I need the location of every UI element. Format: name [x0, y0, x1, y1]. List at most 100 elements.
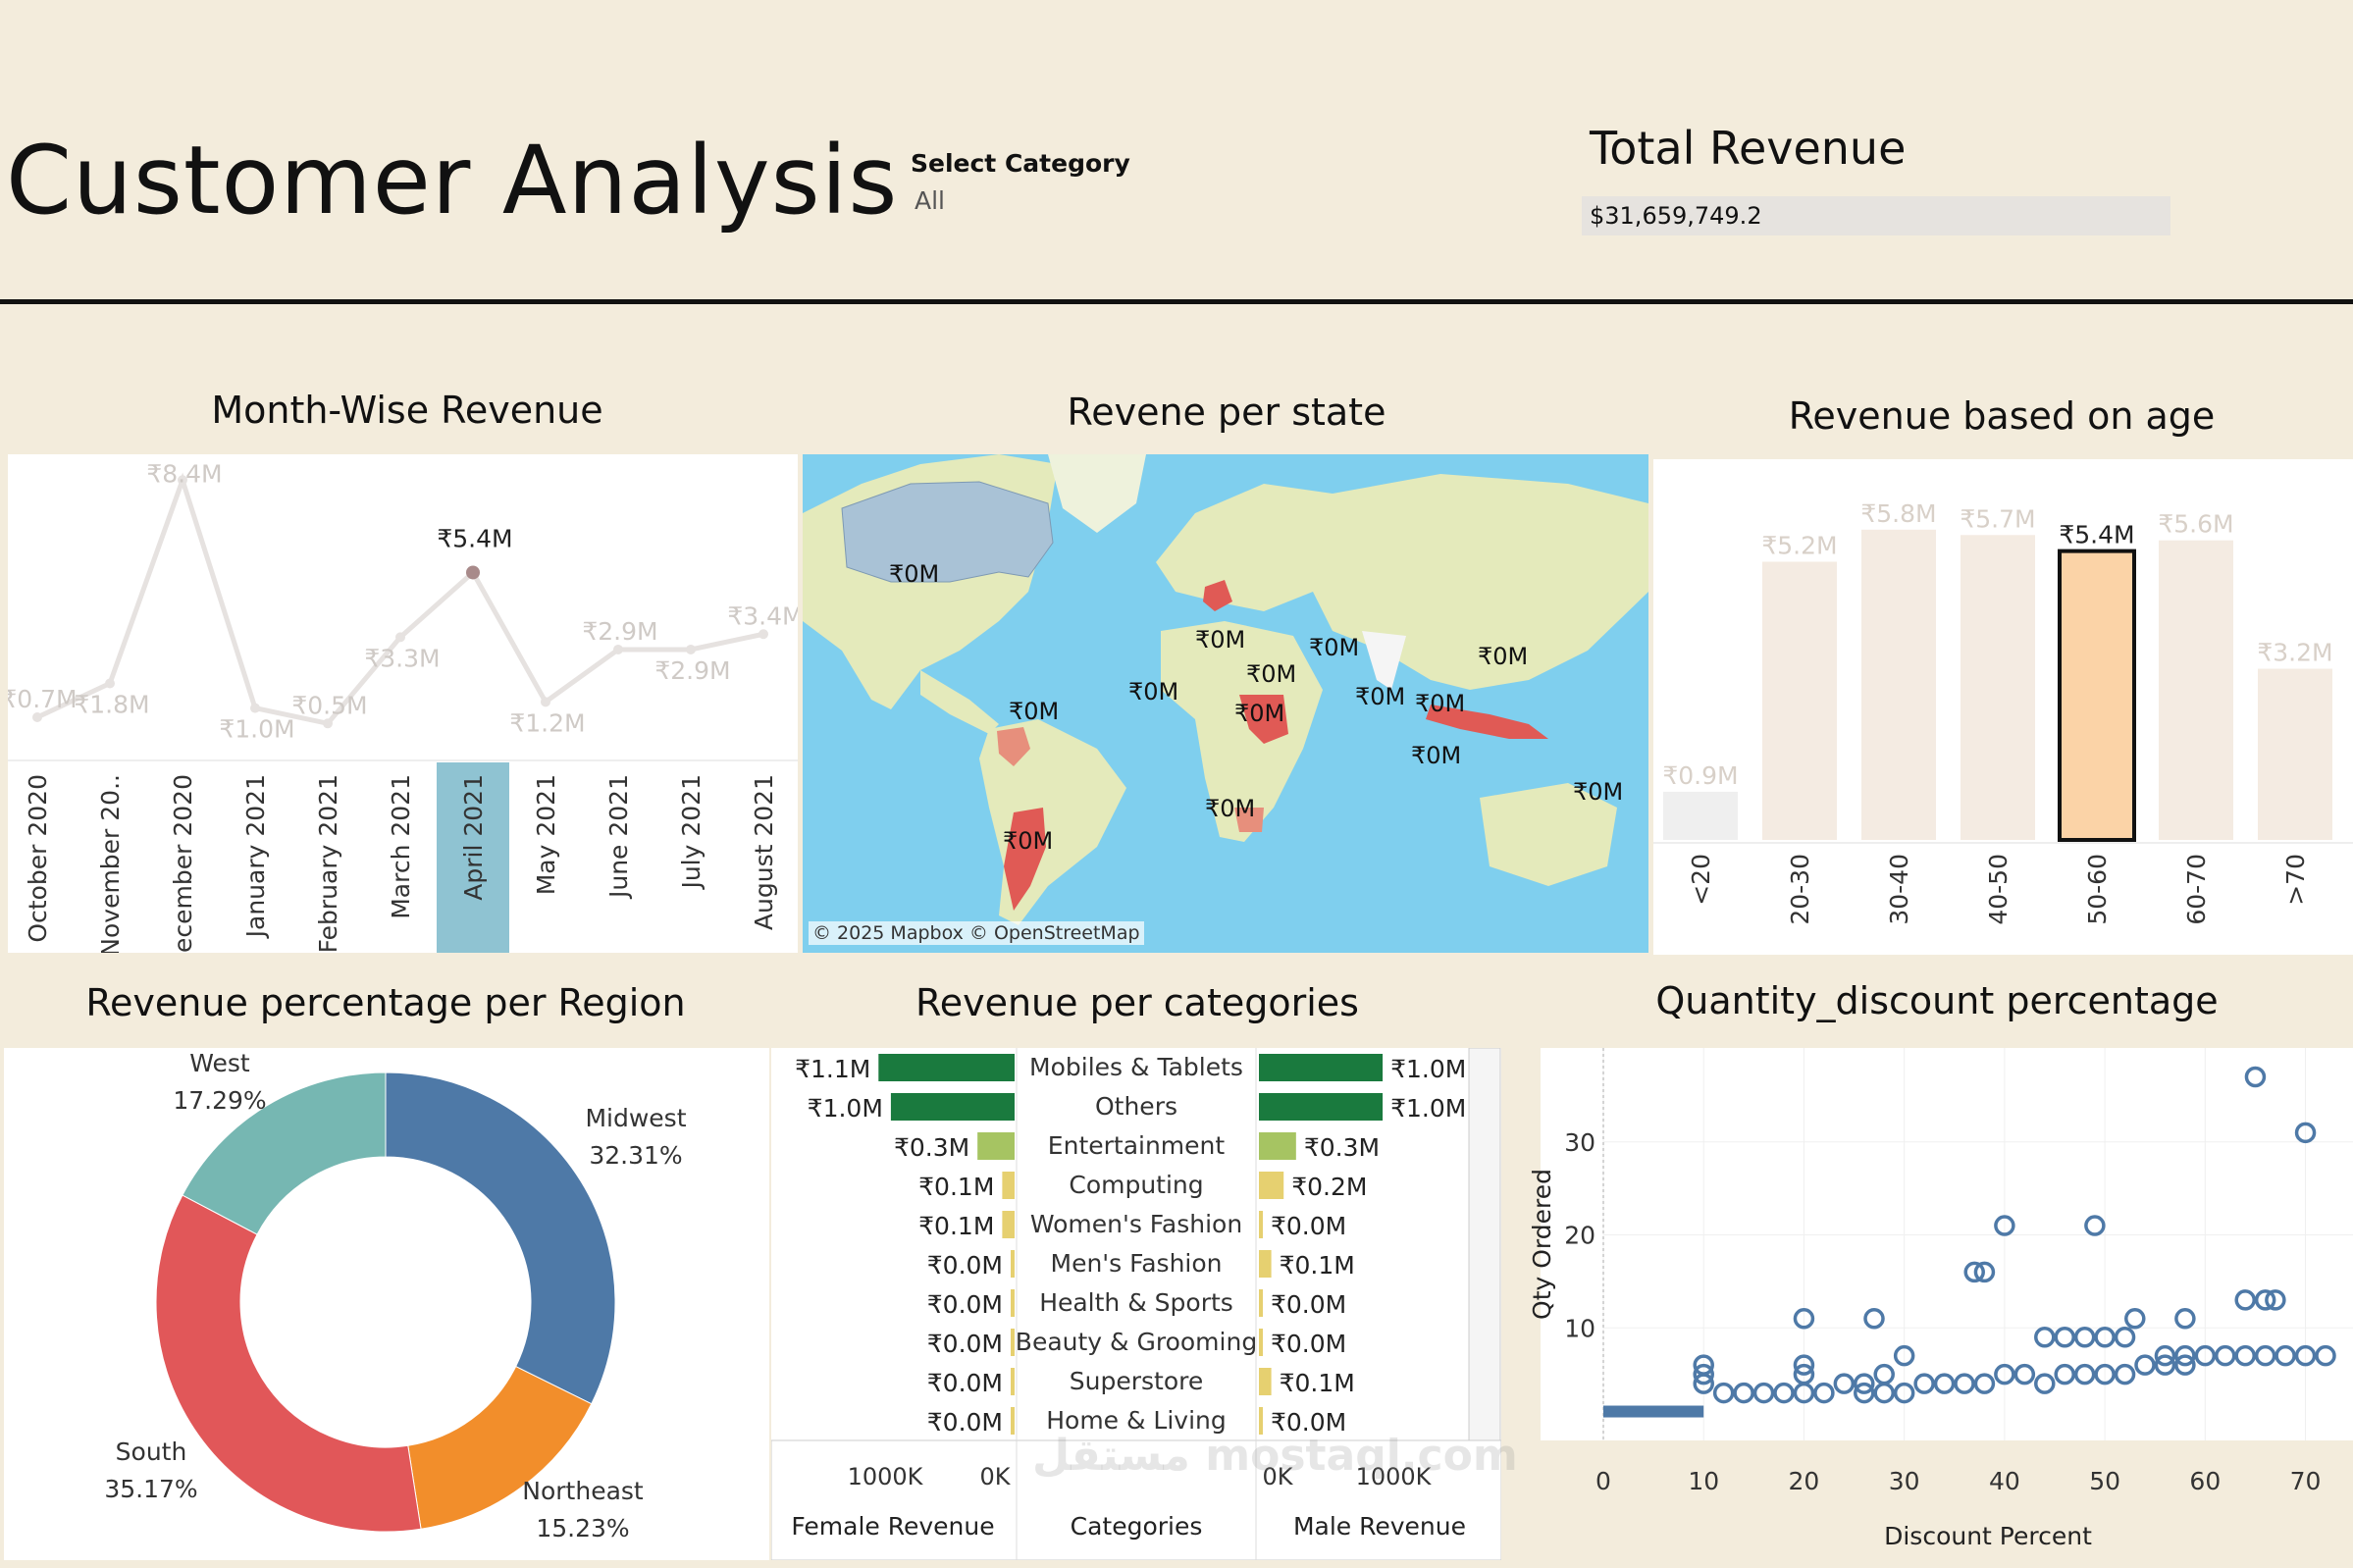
category-label: Entertainment — [1048, 1131, 1226, 1160]
map-label: ₹0M — [1478, 643, 1529, 670]
female-bar-label: ₹0.3M — [894, 1133, 969, 1162]
y-tick-label: 30 — [1564, 1128, 1595, 1157]
germany-shape[interactable] — [1203, 580, 1232, 611]
y-axis-title: Qty Ordered — [1528, 1169, 1556, 1320]
x-tick-label: 30-40 — [1885, 854, 1913, 925]
age-bar — [2058, 549, 2136, 842]
scatter-point — [1973, 1373, 1996, 1394]
data-point — [105, 678, 115, 689]
axis-tick: 1000K — [848, 1463, 924, 1490]
scatter-point — [1773, 1382, 1795, 1404]
x-tick-label: 20-30 — [1786, 854, 1814, 925]
scatter-point — [1793, 1354, 1815, 1376]
x-tick-label: May 2021 — [532, 774, 560, 895]
world-map[interactable] — [803, 454, 1648, 953]
scatter-point — [1693, 1373, 1714, 1394]
map-label: ₹0M — [889, 560, 940, 588]
x-tick-label: 40 — [1989, 1467, 2020, 1495]
scatter-point — [1963, 1261, 1985, 1283]
axis-title-male: Male Revenue — [1293, 1512, 1466, 1541]
scatter-point — [2114, 1363, 2136, 1385]
argentina-shape[interactable] — [1004, 808, 1046, 911]
data-label: ₹5.6M — [2158, 510, 2233, 539]
series-line — [35, 472, 764, 727]
europe-shape — [1156, 484, 1352, 611]
age-bar — [1762, 561, 1837, 840]
map-panel[interactable]: ₹0M ₹0M ₹0M ₹0M ₹0M ₹0M ₹0M ₹0M ₹0M ₹0M … — [803, 454, 1648, 953]
y-tick-label: 10 — [1564, 1314, 1595, 1342]
age-panel-title: Revenue based on age — [1788, 394, 2216, 438]
australia-shape — [1480, 783, 1617, 886]
data-point — [323, 718, 333, 729]
scatter-point — [2084, 1215, 2106, 1236]
category-filter-value[interactable]: All — [915, 186, 945, 215]
map-label: ₹0M — [1355, 683, 1406, 710]
male-bar — [1259, 1250, 1272, 1278]
scatter-point — [2254, 1289, 2276, 1311]
canada-shape[interactable] — [841, 481, 1054, 583]
axis-title-categories: Categories — [1071, 1512, 1203, 1541]
scatter-point — [1833, 1373, 1856, 1394]
x-tick-label: 50 — [2089, 1467, 2120, 1495]
data-label: ₹0.9M — [1662, 761, 1738, 790]
scatter-point — [1712, 1382, 1735, 1404]
greenland-shape — [1048, 454, 1146, 533]
indonesia-shape[interactable] — [1426, 705, 1548, 739]
male-bar-label: ₹0.3M — [1304, 1133, 1380, 1162]
data-label: ₹0.5M — [291, 691, 367, 719]
female-bar — [1011, 1407, 1015, 1435]
data-label: ₹5.7M — [1960, 504, 2035, 533]
category-label: Health & Sports — [1039, 1288, 1233, 1317]
data-label: ₹2.9M — [654, 656, 730, 685]
scatter-point — [1873, 1382, 1895, 1404]
slice-label: Midwest — [585, 1104, 686, 1132]
map-label: ₹0M — [1246, 660, 1297, 688]
data-label: ₹0.7M — [8, 685, 78, 713]
colombia-shape[interactable] — [997, 727, 1030, 766]
central-africa-shape[interactable] — [1239, 695, 1288, 744]
map-label: ₹0M — [1195, 626, 1246, 653]
data-point — [613, 644, 623, 654]
axis-title-female: Female Revenue — [791, 1512, 994, 1541]
data-label: ₹5.4M — [2059, 521, 2134, 549]
category-label: Men's Fashion — [1051, 1249, 1223, 1278]
scatter-point — [1933, 1373, 1956, 1394]
scatter-point — [2034, 1373, 2056, 1394]
male-bar — [1259, 1054, 1384, 1081]
x-tick-label: February 2021 — [314, 774, 342, 953]
region-donut-chart: Midwest 32.31% Northeast 15.23% South 35.17% W… — [104, 1049, 686, 1542]
scatter-point — [2094, 1326, 2116, 1348]
slice-percent: 35.17% — [104, 1475, 197, 1503]
male-bar — [1259, 1329, 1263, 1356]
month-chart-panel: ₹0.7M October 2020 ₹1.8M November 20.. ₹8.4M… — [8, 454, 798, 953]
map-credit[interactable]: © 2025 Mapbox © OpenStreetMap — [809, 921, 1144, 945]
scatter-point — [1994, 1363, 2015, 1385]
map-label: ₹0M — [1205, 795, 1256, 822]
axis-tick: 0K — [1262, 1463, 1293, 1490]
x-tick-label: 10 — [1688, 1467, 1719, 1495]
scatter-point — [2073, 1326, 2096, 1348]
india-shape[interactable] — [1362, 631, 1406, 690]
map-label: ₹0M — [1003, 827, 1054, 855]
data-label: ₹8.4M — [146, 459, 222, 488]
south-africa-shape[interactable] — [1234, 808, 1264, 832]
x-tick-label: <20 — [1687, 854, 1715, 906]
scatter-point — [1994, 1215, 2015, 1236]
male-bar-label: ₹1.0M — [1390, 1094, 1466, 1123]
female-bar — [1011, 1250, 1015, 1278]
scatter-point — [2234, 1344, 2256, 1367]
scatter-point — [2174, 1344, 2196, 1367]
data-label: ₹3.4M — [727, 601, 798, 630]
dense-points-band — [1603, 1405, 1704, 1418]
header-divider — [0, 299, 2353, 304]
data-label: ₹5.8M — [1860, 499, 1936, 528]
male-bar — [1259, 1407, 1263, 1435]
month-panel-title: Month-Wise Revenue — [211, 389, 603, 432]
data-point — [178, 475, 187, 486]
x-tick-label: November 20.. — [96, 774, 125, 953]
total-revenue-box — [1582, 196, 2170, 235]
data-label: ₹1.8M — [74, 690, 149, 718]
scatter-point — [1893, 1344, 1915, 1367]
scatter-point — [2254, 1344, 2276, 1367]
scatter-point — [1954, 1373, 1975, 1394]
